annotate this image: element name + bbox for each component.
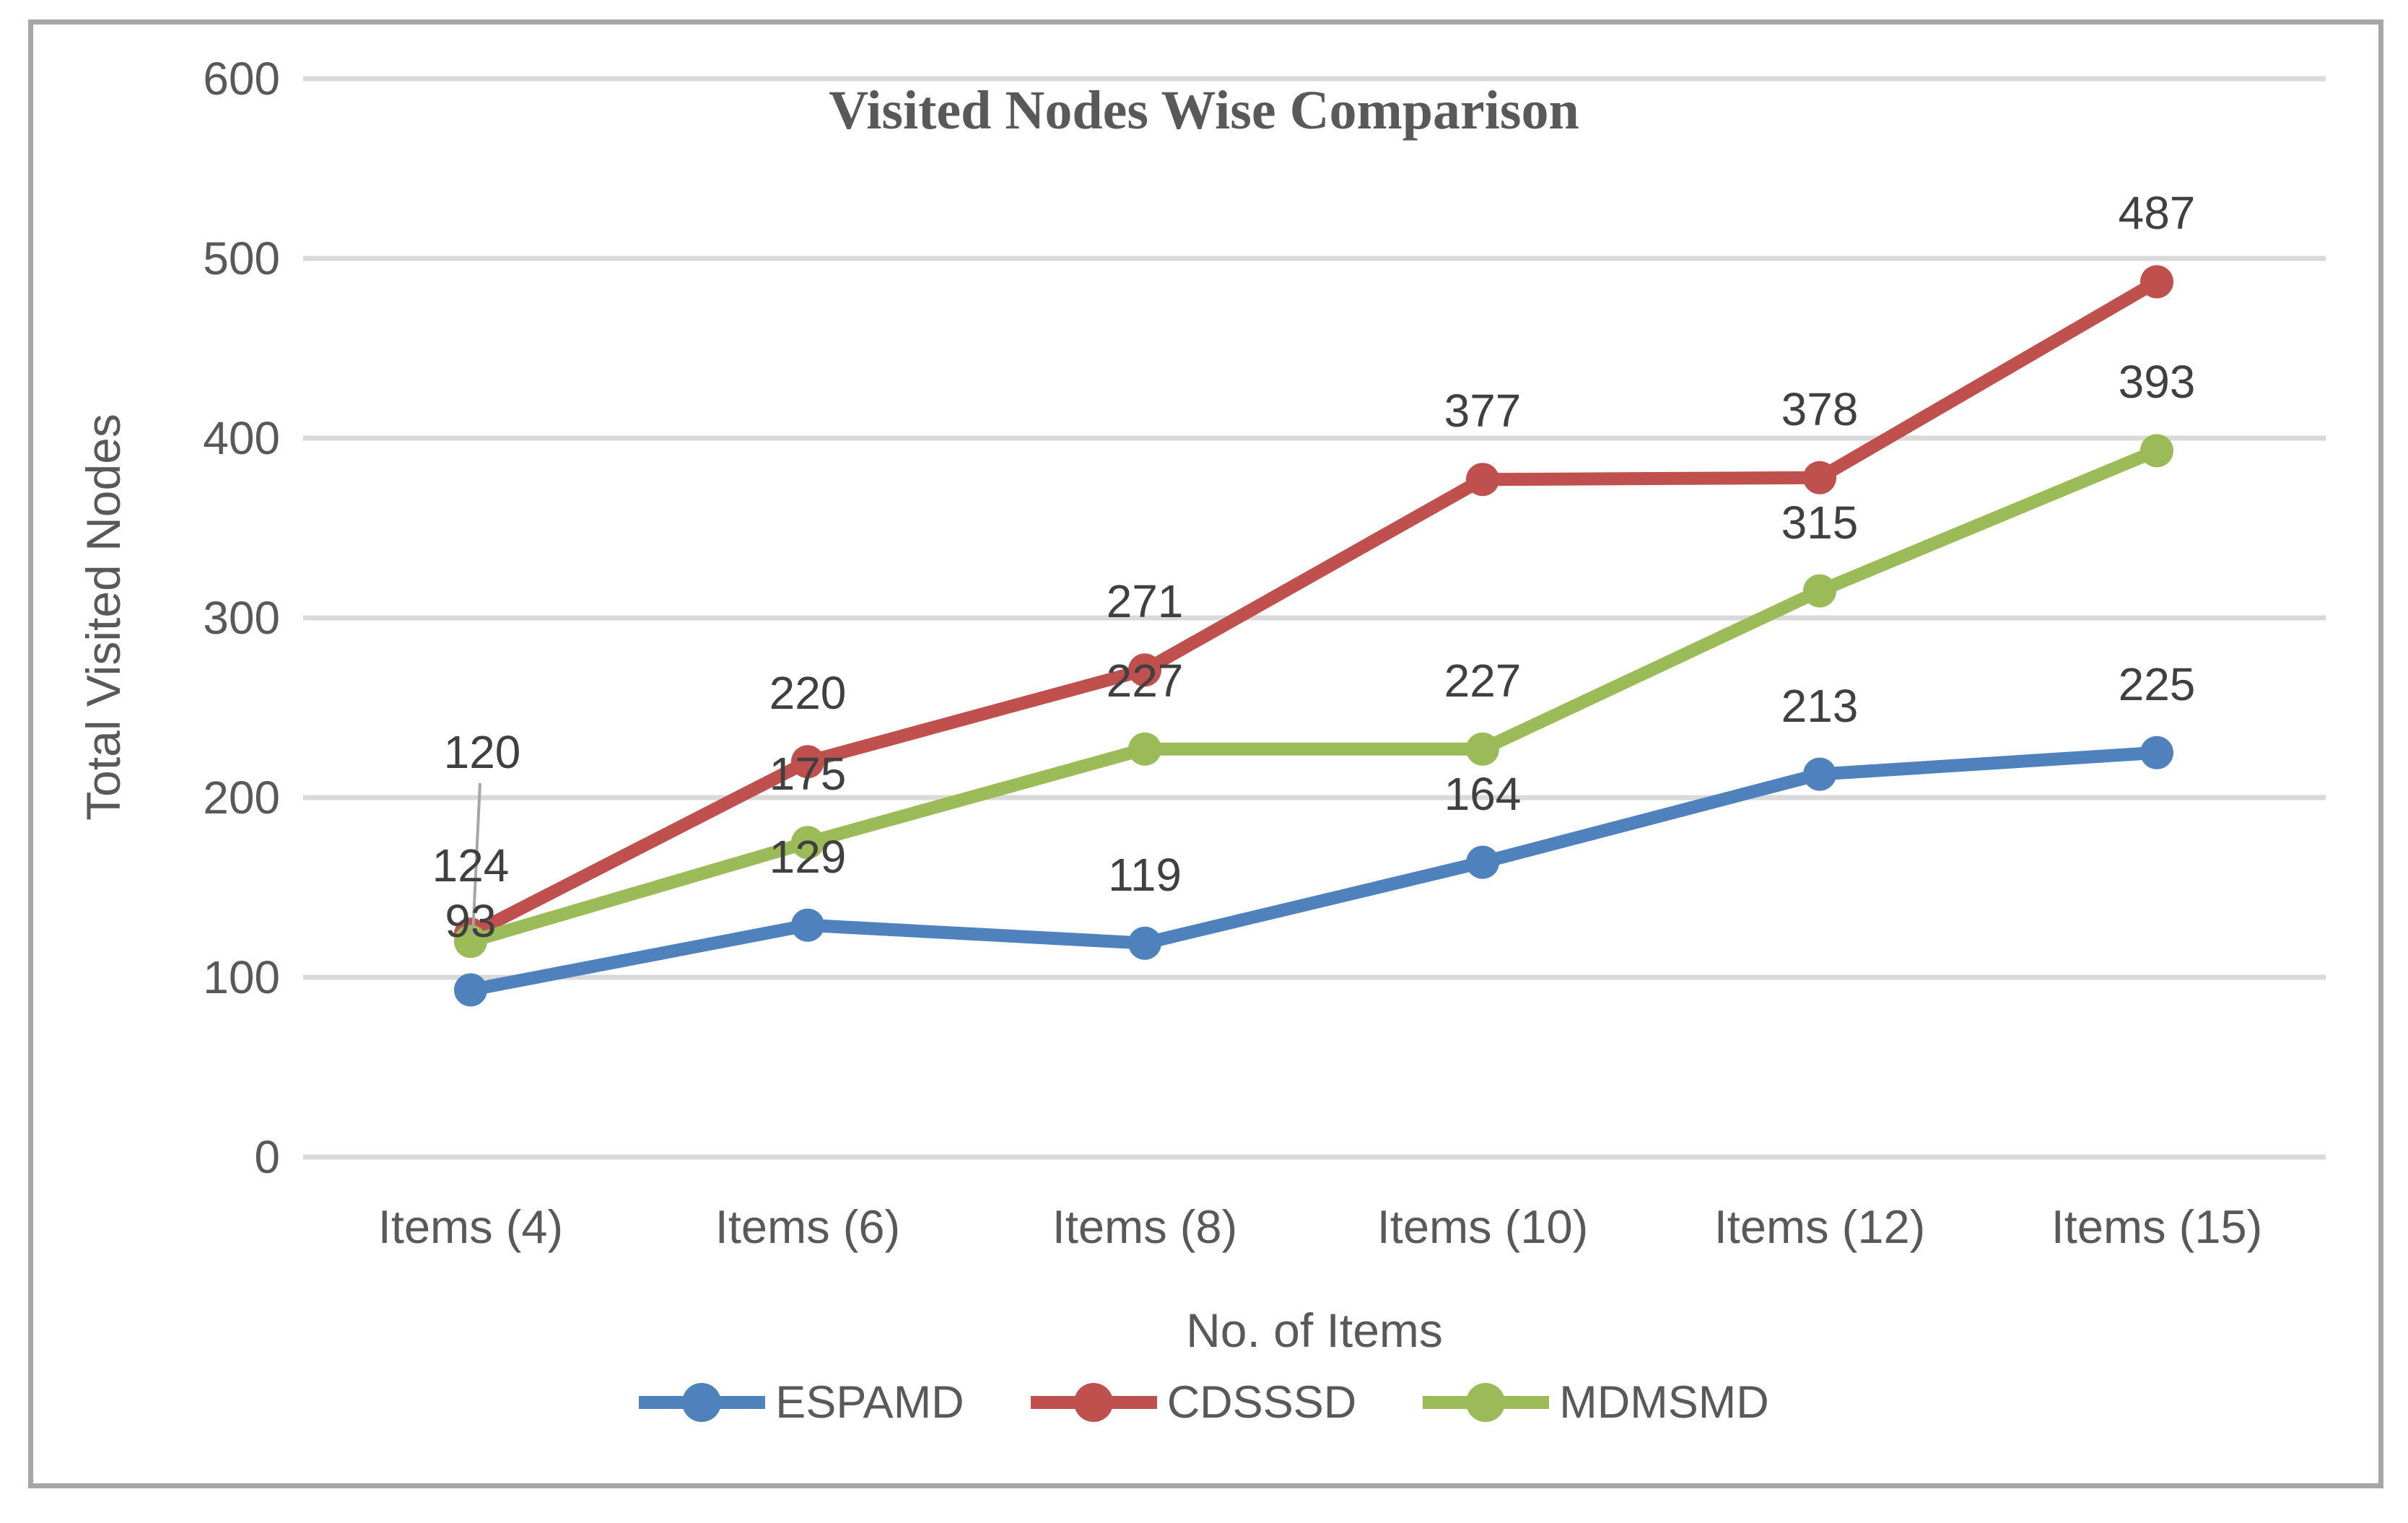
x-category-label-0: Items (4) xyxy=(378,1200,564,1253)
y-tick-label-100: 100 xyxy=(203,951,280,1003)
chart-border xyxy=(28,19,2383,1488)
marker-ESPAMD-0 xyxy=(454,973,487,1007)
marker-ESPAMD-4 xyxy=(1803,757,1836,791)
legend-item-MDMSMD: MDMSMD xyxy=(1423,1363,1769,1442)
y-tick-label-200: 200 xyxy=(203,772,280,824)
marker-MDMSMD-4 xyxy=(1803,574,1836,608)
data-label-MDMSMD-3: 227 xyxy=(1444,654,1522,707)
data-label-CDSSSD-2: 271 xyxy=(1106,575,1184,628)
x-category-label-2: Items (8) xyxy=(1052,1200,1238,1253)
data-label-leader-line xyxy=(471,782,481,936)
y-tick-label-500: 500 xyxy=(203,232,280,284)
legend: ESPAMD CDSSSD MDMSMD xyxy=(0,1363,2408,1442)
marker-CDSSSD-2 xyxy=(1128,653,1161,687)
chart-title: Visited Nodes Wise Comparison xyxy=(829,80,1579,141)
legend-marker-MDMSMD xyxy=(1423,1383,1550,1422)
legend-item-ESPAMD: ESPAMD xyxy=(639,1363,964,1442)
x-category-label-5: Items (15) xyxy=(2051,1200,2263,1253)
legend-label-ESPAMD: ESPAMD xyxy=(775,1377,964,1428)
marker-ESPAMD-1 xyxy=(791,908,824,942)
legend-dot-MDMSMD xyxy=(1466,1383,1506,1422)
data-label-CDSSSD-4: 378 xyxy=(1781,383,1859,435)
legend-marker-CDSSSD xyxy=(1030,1383,1157,1422)
series-line-CDSSSD xyxy=(464,275,2163,941)
x-axis-title: No. of Items xyxy=(1186,1304,1443,1357)
data-label-ESPAMD-1: 129 xyxy=(769,830,847,883)
data-label-CDSSSD-3: 377 xyxy=(1444,385,1522,437)
data-label-MDMSMD-2: 227 xyxy=(1106,654,1184,707)
data-label-ESPAMD-0: 93 xyxy=(445,895,497,948)
marker-ESPAMD-2 xyxy=(1128,926,1161,960)
marker-MDMSMD-0 xyxy=(454,925,487,959)
data-label-MDMSMD-1: 175 xyxy=(769,748,847,800)
marker-CDSSSD-3 xyxy=(1466,463,1499,497)
data-label-ESPAMD-3: 164 xyxy=(1444,767,1522,820)
data-label-MDMSMD-0: 120 xyxy=(443,726,521,778)
data-label-ESPAMD-2: 119 xyxy=(1107,848,1182,901)
data-label-MDMSMD-5: 393 xyxy=(2118,356,2196,409)
marker-ESPAMD-3 xyxy=(1466,845,1499,879)
series-line-ESPAMD xyxy=(464,746,2163,997)
marker-ESPAMD-5 xyxy=(2140,736,2173,769)
marker-MDMSMD-2 xyxy=(1128,732,1161,766)
y-tick-label-300: 300 xyxy=(203,592,280,644)
marker-MDMSMD-1 xyxy=(791,826,824,860)
marker-CDSSSD-5 xyxy=(2140,265,2173,299)
legend-label-CDSSSD: CDSSSD xyxy=(1166,1377,1357,1428)
y-tick-label-600: 600 xyxy=(203,53,280,105)
legend-item-CDSSSD: CDSSSD xyxy=(1030,1363,1357,1442)
legend-dot-ESPAMD xyxy=(682,1383,722,1422)
marker-CDSSSD-4 xyxy=(1803,461,1836,494)
y-tick-label-400: 400 xyxy=(203,412,280,464)
series-line-MDMSMD xyxy=(464,444,2163,948)
x-category-label-3: Items (10) xyxy=(1377,1200,1589,1253)
legend-label-MDMSMD: MDMSMD xyxy=(1559,1377,1769,1428)
marker-MDMSMD-3 xyxy=(1466,732,1499,766)
y-tick-label-0: 0 xyxy=(254,1131,280,1183)
data-label-CDSSSD-5: 487 xyxy=(2118,187,2196,240)
x-category-label-4: Items (12) xyxy=(1714,1200,1926,1253)
data-label-CDSSSD-0: 124 xyxy=(432,839,510,892)
data-label-ESPAMD-5: 225 xyxy=(2118,658,2196,710)
data-label-CDSSSD-1: 220 xyxy=(769,667,847,720)
data-label-ESPAMD-4: 213 xyxy=(1781,679,1859,732)
marker-CDSSSD-1 xyxy=(791,745,824,779)
x-category-label-1: Items (6) xyxy=(715,1200,901,1253)
legend-dot-CDSSSD xyxy=(1073,1383,1113,1422)
marker-MDMSMD-5 xyxy=(2140,434,2173,468)
data-label-MDMSMD-4: 315 xyxy=(1781,496,1859,549)
legend-marker-ESPAMD xyxy=(639,1383,766,1422)
